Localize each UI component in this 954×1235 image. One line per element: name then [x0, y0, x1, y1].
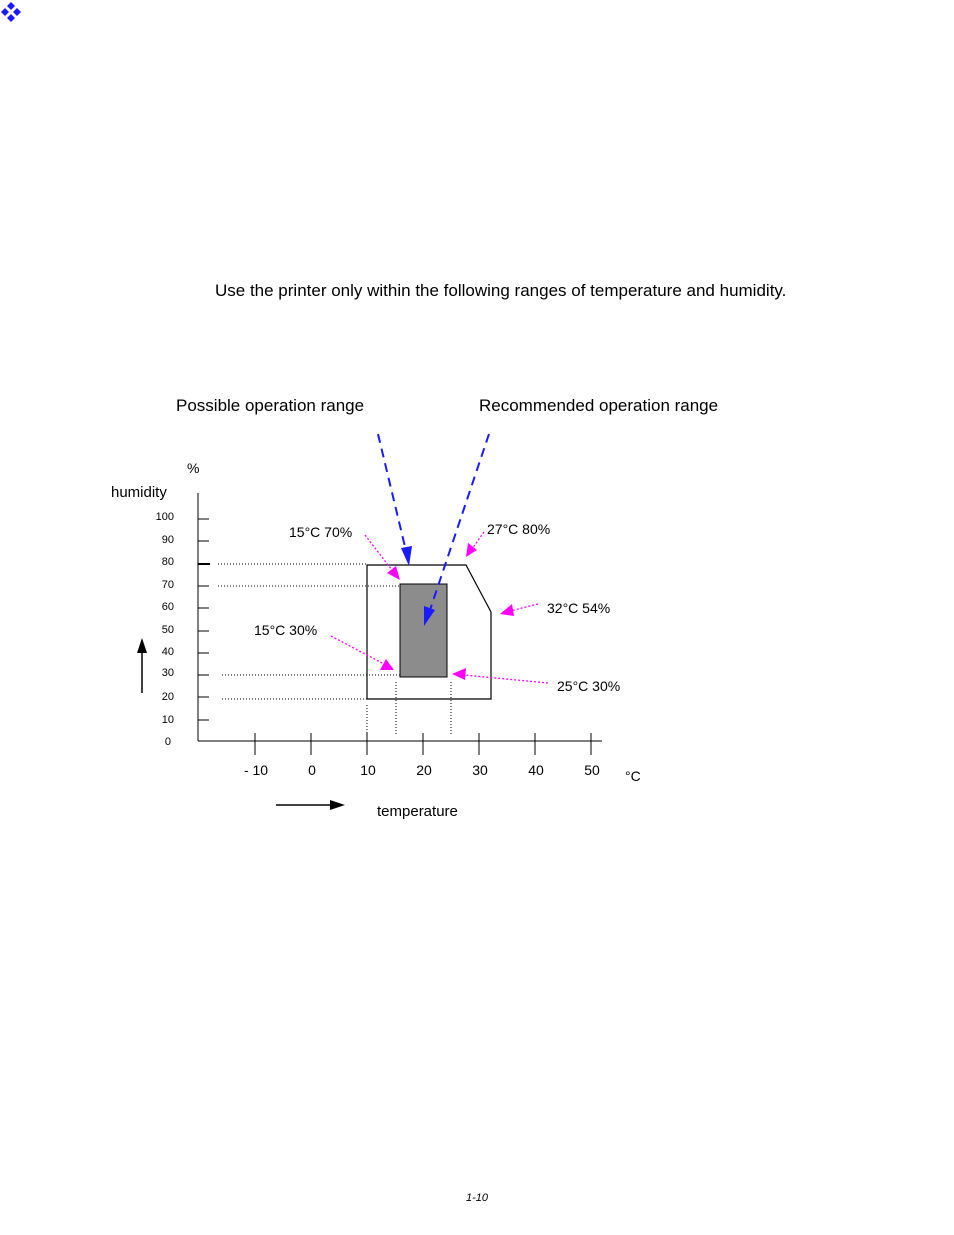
x-tick-label: 10 — [360, 762, 376, 778]
annotation-pointer-27c-80 — [466, 531, 485, 557]
recommended-range-pointer — [424, 433, 490, 626]
y-tick-label: 40 — [162, 646, 174, 658]
x-unit-label: °C — [625, 768, 641, 784]
x-tick-label: 50 — [584, 762, 600, 778]
guide-lines — [218, 563, 452, 735]
y-tick-label: 0 — [165, 736, 171, 748]
x-axis-label: temperature — [377, 803, 458, 820]
y-tick-label: 10 — [162, 714, 174, 726]
annotation-pointer-15c-30 — [330, 635, 394, 670]
annotation-pointer-15c-70 — [364, 534, 400, 580]
y-tick-label: 60 — [162, 601, 174, 613]
y-tick-label: 90 — [162, 534, 174, 546]
annotation-15c-70: 15°C 70% — [289, 524, 352, 540]
annotation-pointer-32c-54 — [500, 603, 539, 616]
y-unit-label: % — [187, 460, 199, 476]
annotation-pointer-25c-30 — [452, 668, 549, 684]
y-tick-label: 100 — [156, 511, 174, 523]
page-number: 1-10 — [465, 1192, 489, 1204]
x-tick-label: - 10 — [244, 762, 268, 778]
x-tick-label: 30 — [472, 762, 488, 778]
recommended-range-label: Recommended operation range — [479, 396, 719, 415]
x-tick-label: 0 — [308, 762, 316, 778]
annotation-27c-80: 27°C 80% — [487, 521, 550, 537]
y-tick-label: 80 — [162, 556, 174, 568]
y-tick-label: 50 — [162, 624, 174, 636]
recommended-operation-region — [399, 583, 448, 678]
possible-operation-region — [366, 564, 492, 700]
y-tick-label: 70 — [162, 579, 174, 591]
possible-range-label: Possible operation range — [176, 396, 365, 415]
annotation-32c-54: 32°C 54% — [547, 600, 610, 616]
annotation-15c-30: 15°C 30% — [254, 622, 317, 638]
possible-range-pointer — [377, 433, 412, 566]
y-tick-label: 20 — [162, 691, 174, 703]
diamond-bullet-icon — [1, 2, 21, 22]
y-tick-marks — [198, 518, 209, 721]
temperature-right-arrow — [276, 800, 345, 810]
x-tick-label: 40 — [528, 762, 544, 778]
x-tick-label: 20 — [416, 762, 432, 778]
instruction-text: Use the printer only within the followin… — [215, 281, 787, 300]
x-tick-marks — [254, 733, 592, 755]
humidity-up-arrow — [137, 638, 147, 693]
annotation-25c-30: 25°C 30% — [557, 678, 620, 694]
y-tick-label: 30 — [162, 667, 174, 679]
y-axis-label: humidity — [111, 484, 167, 501]
